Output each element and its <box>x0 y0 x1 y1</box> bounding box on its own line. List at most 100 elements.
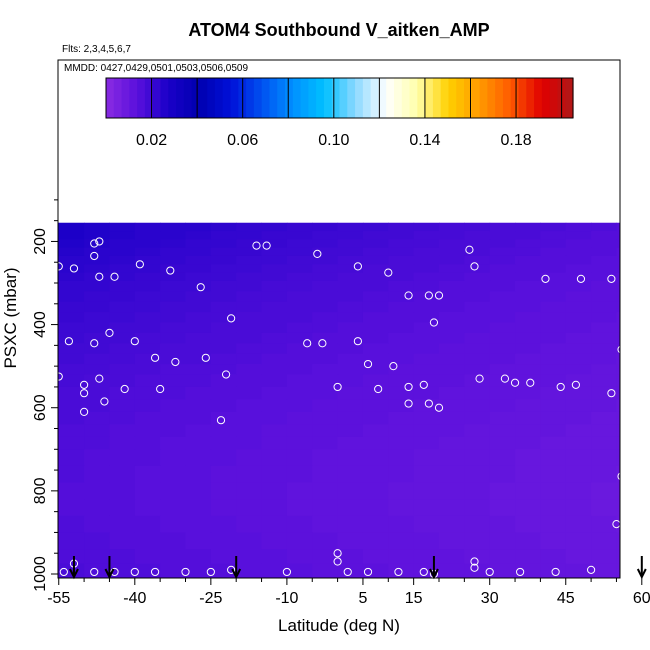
heatmap-cell <box>58 549 60 565</box>
heatmap-cell <box>134 291 161 303</box>
heatmap-cell <box>58 264 60 274</box>
sample-point <box>130 567 139 577</box>
heatmap-cell <box>312 264 339 274</box>
colorbar-segment <box>502 78 512 118</box>
heatmap-cell <box>591 482 617 500</box>
heatmap-cell <box>236 515 263 533</box>
colorbar-segment <box>393 78 403 118</box>
heatmap-cell <box>109 364 136 375</box>
heatmap-cell <box>489 280 516 292</box>
heatmap-cell <box>84 312 110 324</box>
heatmap-cell <box>388 499 415 517</box>
heatmap-cell <box>540 549 567 565</box>
heatmap-cell <box>388 364 415 375</box>
heatmap-cell <box>210 374 237 388</box>
heatmap-cell <box>58 239 60 249</box>
sample-point <box>19 241 28 250</box>
heatmap-cell <box>185 532 212 550</box>
heatmap-cell <box>58 532 85 550</box>
heatmap-cell <box>337 264 364 274</box>
colorbar-segment <box>471 78 481 118</box>
heatmap-cell <box>413 264 440 274</box>
heatmap-cell <box>210 549 237 565</box>
heatmap-cell <box>388 301 415 313</box>
heatmap-cell <box>616 322 621 334</box>
heatmap-cell <box>58 312 60 324</box>
heatmap-cell <box>58 424 60 438</box>
heatmap-cell <box>489 399 516 413</box>
heatmap-cell <box>160 532 186 550</box>
heatmap-cell <box>489 549 516 565</box>
heatmap-cell <box>58 222 85 232</box>
heatmap-cell <box>439 291 465 303</box>
sample-point <box>404 399 413 408</box>
heatmap-cell <box>58 449 60 467</box>
heatmap-cell <box>134 563 161 579</box>
y-tick-label: 200 <box>32 228 49 255</box>
heatmap-cell <box>312 343 339 355</box>
heatmap-cell <box>439 482 465 500</box>
sample-point <box>227 565 236 574</box>
heatmap-cell <box>58 499 60 517</box>
heatmap-cell <box>616 482 621 500</box>
sample-point <box>120 384 129 394</box>
heatmap-cell <box>286 231 313 240</box>
heatmap-cell <box>464 247 491 257</box>
heatmap-cell <box>160 399 186 413</box>
heatmap-cell <box>464 222 491 232</box>
heatmap-cell <box>464 386 491 400</box>
y-tick-label: 600 <box>32 394 49 421</box>
heatmap-cell <box>185 231 212 240</box>
heatmap-cell <box>286 424 313 438</box>
heatmap-cell <box>337 291 364 303</box>
x-tick-label: 45 <box>557 590 575 607</box>
heatmap-cell <box>84 386 110 400</box>
heatmap-cell <box>337 280 364 292</box>
heatmap-cell <box>388 291 415 303</box>
heatmap-cell <box>134 264 161 274</box>
colorbar-segment <box>549 78 559 118</box>
heatmap-cell <box>58 515 60 533</box>
heatmap-cell <box>312 563 339 579</box>
heatmap-cell <box>109 411 136 425</box>
sample-point <box>419 380 428 389</box>
heatmap-cell <box>286 515 313 533</box>
heatmap-cell <box>413 231 440 240</box>
heatmap-cell <box>58 532 60 550</box>
heatmap-cell <box>261 532 288 550</box>
heatmap-cell <box>185 386 212 400</box>
heatmap-cell <box>413 312 440 324</box>
heatmap-cell <box>337 255 364 265</box>
heatmap-cell <box>515 424 541 438</box>
heatmap-cell <box>58 272 85 282</box>
heatmap-cell <box>362 312 389 324</box>
heatmap-cell <box>337 343 364 355</box>
dates-subtitle: MMDD: 0427,0429,0501,0503,0506,0509 <box>64 63 248 74</box>
heatmap-cell <box>312 515 339 533</box>
heatmap-cell <box>160 343 186 355</box>
heatmap-cell <box>109 343 136 355</box>
heatmap-cell <box>413 343 440 355</box>
heatmap-cell <box>565 515 592 533</box>
heatmap-cell <box>439 332 465 344</box>
heatmap-cell <box>312 272 339 282</box>
heatmap-cell <box>236 231 263 240</box>
heatmap-cell <box>413 364 440 375</box>
sample-point <box>607 389 616 398</box>
heatmap-cell <box>489 272 516 282</box>
heatmap-cell <box>439 343 465 355</box>
heatmap-cell <box>362 255 389 265</box>
sample-point <box>434 291 444 300</box>
heatmap-cell <box>413 399 440 413</box>
heatmap-cell <box>413 272 440 282</box>
colorbar-segment <box>292 78 302 118</box>
heatmap-cell <box>616 411 621 425</box>
heatmap-cell <box>160 222 186 232</box>
heatmap-cell <box>236 264 263 274</box>
heatmap-cell <box>565 424 592 438</box>
heatmap-cell <box>565 301 592 313</box>
heatmap-cell <box>160 312 186 324</box>
heatmap-cell <box>134 532 161 550</box>
heatmap-cell <box>591 312 617 324</box>
heatmap-cell <box>565 374 592 388</box>
